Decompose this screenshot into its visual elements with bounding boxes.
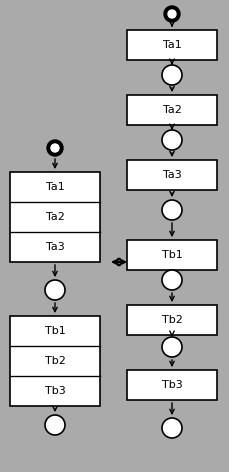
- Bar: [126, 30, 216, 60]
- Bar: [126, 305, 216, 335]
- Circle shape: [45, 415, 65, 435]
- Circle shape: [45, 280, 65, 300]
- Circle shape: [161, 65, 181, 85]
- Circle shape: [51, 144, 59, 152]
- Bar: [10, 316, 100, 406]
- Circle shape: [47, 140, 63, 156]
- Text: Tb3: Tb3: [44, 386, 65, 396]
- Circle shape: [161, 337, 181, 357]
- Circle shape: [163, 6, 179, 22]
- Circle shape: [167, 10, 175, 18]
- Text: Tb1: Tb1: [161, 250, 182, 260]
- Text: Ta3: Ta3: [45, 242, 64, 252]
- Text: Ta2: Ta2: [162, 105, 181, 115]
- Circle shape: [161, 270, 181, 290]
- Text: Ta1: Ta1: [45, 182, 64, 192]
- Text: Tb2: Tb2: [161, 315, 182, 325]
- Circle shape: [161, 130, 181, 150]
- Bar: [10, 172, 100, 262]
- Bar: [126, 160, 216, 190]
- Text: Tb1: Tb1: [44, 326, 65, 336]
- Circle shape: [161, 200, 181, 220]
- Circle shape: [161, 418, 181, 438]
- Text: Ta3: Ta3: [162, 170, 181, 180]
- Text: Ta2: Ta2: [45, 212, 64, 222]
- Bar: [126, 370, 216, 400]
- Text: Tb2: Tb2: [44, 356, 65, 366]
- Bar: [126, 240, 216, 270]
- Text: Tb3: Tb3: [161, 380, 182, 390]
- Text: Ta1: Ta1: [162, 40, 181, 50]
- Bar: [126, 95, 216, 125]
